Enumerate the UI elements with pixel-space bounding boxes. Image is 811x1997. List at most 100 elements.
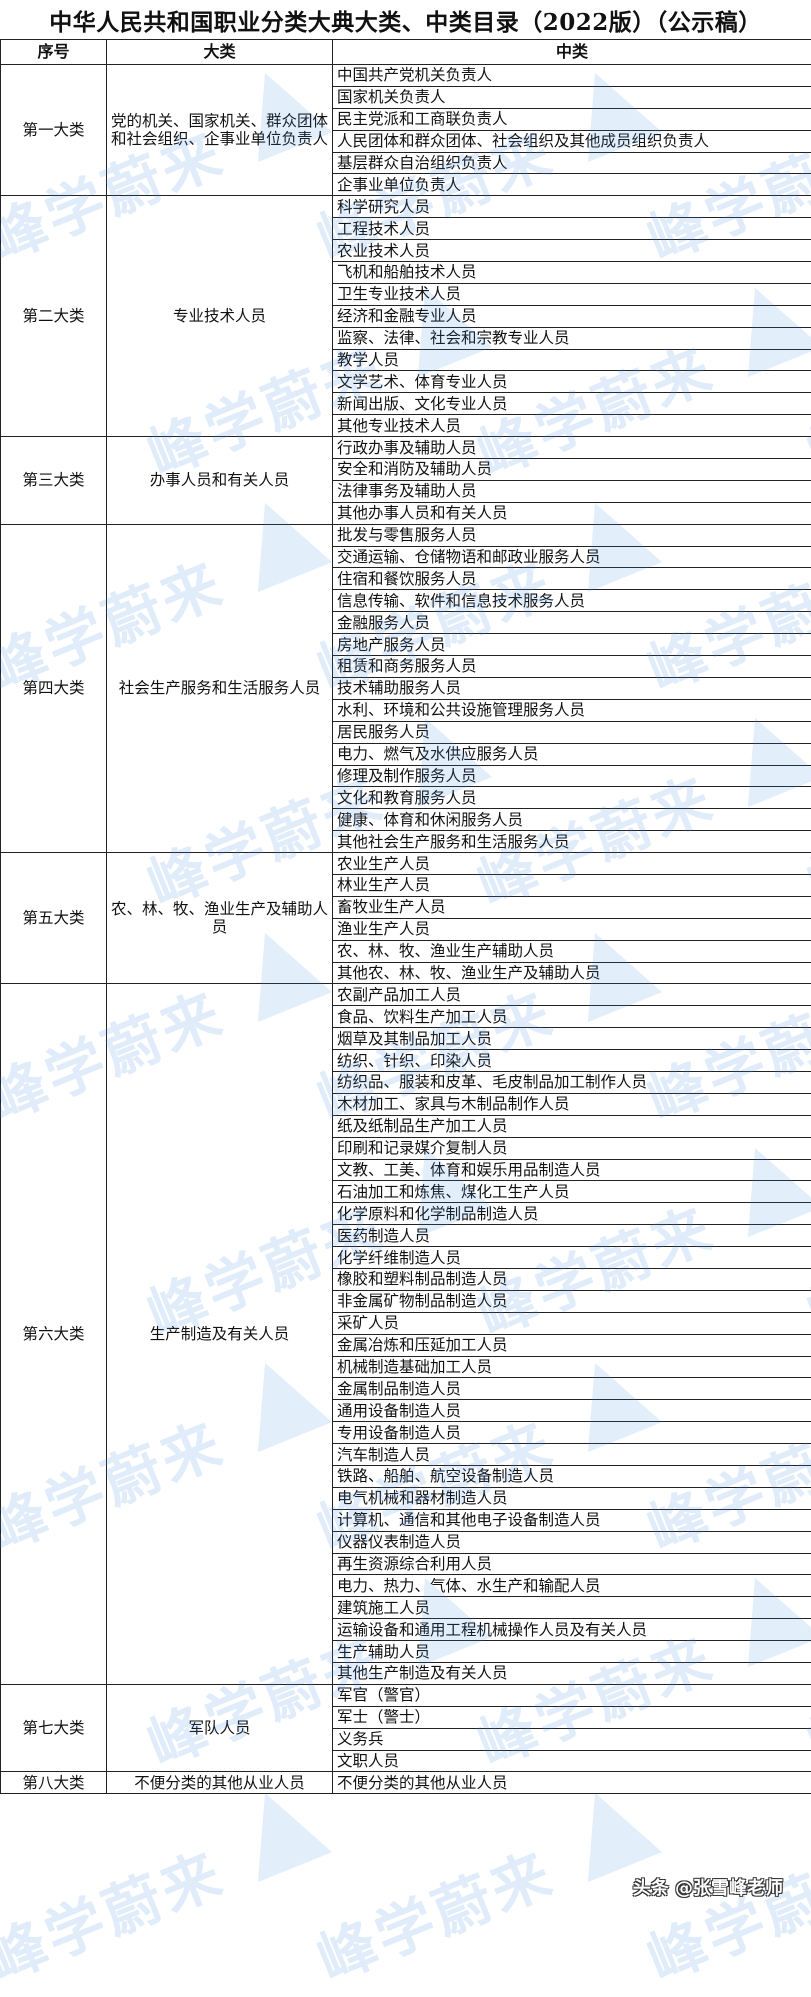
middle-category-name: 橡胶和塑料制品制造人员 [333,1268,811,1290]
middle-category-name: 企事业单位负责人 [333,174,811,196]
middle-category-name: 石油加工和炼焦、煤化工生产人员 [333,1181,811,1203]
middle-category-name: 畜牧业生产人员 [333,896,811,918]
middle-category-name: 其他农、林、牧、渔业生产及辅助人员 [333,962,811,984]
middle-category-name: 金属冶炼和压延加工人员 [333,1334,811,1356]
middle-category-name: 生产辅助人员 [333,1641,811,1663]
middle-category-name: 民主党派和工商联负责人 [333,108,811,130]
watermark-text: 峰学蔚来 [303,1827,564,1997]
middle-category-name: 文职人员 [333,1750,811,1772]
middle-category-name: 农、林、牧、渔业生产辅助人员 [333,940,811,962]
header-middle-category: 中类 [333,40,811,65]
table-row: 第七大类军队人员军官（警官） [1,1684,811,1706]
middle-category-name: 化学纤维制造人员 [333,1247,811,1269]
middle-category-name: 农业生产人员 [333,853,811,875]
middle-category-name: 林业生产人员 [333,874,811,896]
middle-category-name: 文化和教育服务人员 [333,787,811,809]
middle-category-name: 烟草及其制品加工人员 [333,1028,811,1050]
middle-category-name: 国家机关负责人 [333,86,811,108]
middle-category-name: 渔业生产人员 [333,918,811,940]
major-category-name: 军队人员 [107,1684,333,1772]
middle-category-name: 汽车制造人员 [333,1444,811,1466]
major-category-index: 第六大类 [1,984,107,1685]
middle-category-name: 通用设备制造人员 [333,1400,811,1422]
table-row: 第四大类社会生产服务和生活服务人员批发与零售服务人员 [1,524,811,546]
middle-category-name: 科学研究人员 [333,196,811,218]
middle-category-name: 卫生专业技术人员 [333,283,811,305]
major-category-index: 第一大类 [1,65,107,196]
middle-category-name: 专用设备制造人员 [333,1422,811,1444]
major-category-index: 第三大类 [1,437,107,525]
table-row: 第一大类党的机关、国家机关、群众团体和社会组织、企事业单位负责人中国共产党机关负… [1,65,811,87]
table-row: 第二大类专业技术人员科学研究人员 [1,196,811,218]
middle-category-name: 基层群众自治组织负责人 [333,152,811,174]
middle-category-name: 经济和金融专业人员 [333,305,811,327]
table-row: 第五大类农、林、牧、渔业生产及辅助人员农业生产人员 [1,853,811,875]
major-category-name: 生产制造及有关人员 [107,984,333,1685]
middle-category-name: 采矿人员 [333,1312,811,1334]
table-row: 第八大类不便分类的其他从业人员不便分类的其他从业人员 [1,1772,811,1794]
middle-category-name: 纺织品、服装和皮革、毛皮制品加工制作人员 [333,1071,811,1093]
major-category-name: 专业技术人员 [107,196,333,437]
major-category-index: 第七大类 [1,1684,107,1772]
major-category-name: 办事人员和有关人员 [107,437,333,525]
middle-category-name: 飞机和船舶技术人员 [333,262,811,284]
middle-category-name: 铁路、船舶、航空设备制造人员 [333,1466,811,1488]
middle-category-name: 其他生产制造及有关人员 [333,1663,811,1685]
middle-category-name: 房地产服务人员 [333,634,811,656]
middle-category-name: 信息传输、软件和信息技术服务人员 [333,590,811,612]
table-row: 第六大类生产制造及有关人员农副产品加工人员 [1,984,811,1006]
middle-category-name: 农副产品加工人员 [333,984,811,1006]
middle-category-name: 金属制品制造人员 [333,1378,811,1400]
watermark-text: 峰学蔚来 [0,1827,235,1997]
middle-category-name: 医药制造人员 [333,1225,811,1247]
middle-category-name: 人民团体和群众团体、社会组织及其他成员组织负责人 [333,130,811,152]
middle-category-name: 批发与零售服务人员 [333,524,811,546]
source-credit: 头条 @张雪峰老师 [633,1874,783,1900]
middle-category-name: 文教、工美、体育和娱乐用品制造人员 [333,1159,811,1181]
major-category-index: 第五大类 [1,853,107,984]
middle-category-name: 不便分类的其他从业人员 [333,1772,811,1794]
middle-category-name: 新闻出版、文化专业人员 [333,393,811,415]
major-category-name: 社会生产服务和生活服务人员 [107,524,333,852]
middle-category-name: 修理及制作服务人员 [333,765,811,787]
middle-category-name: 行政办事及辅助人员 [333,437,811,459]
middle-category-name: 食品、饮料生产加工人员 [333,1006,811,1028]
header-row: 序号 大类 中类 [1,40,811,65]
middle-category-name: 其他专业技术人员 [333,415,811,437]
major-category-name: 党的机关、国家机关、群众团体和社会组织、企事业单位负责人 [107,65,333,196]
middle-category-name: 住宿和餐饮服务人员 [333,568,811,590]
middle-category-name: 教学人员 [333,349,811,371]
middle-category-name: 金融服务人员 [333,612,811,634]
middle-category-name: 电力、燃气及水供应服务人员 [333,743,811,765]
table-body: 第一大类党的机关、国家机关、群众团体和社会组织、企事业单位负责人中国共产党机关负… [1,65,811,1794]
middle-category-name: 再生资源综合利用人员 [333,1553,811,1575]
middle-category-name: 仪器仪表制造人员 [333,1531,811,1553]
middle-category-name: 非金属矿物制品制造人员 [333,1290,811,1312]
middle-category-name: 工程技术人员 [333,218,811,240]
middle-category-name: 技术辅助服务人员 [333,677,811,699]
middle-category-name: 运输设备和通用工程机械操作人员及有关人员 [333,1619,811,1641]
major-category-index: 第二大类 [1,196,107,437]
middle-category-name: 电气机械和器材制造人员 [333,1487,811,1509]
middle-category-name: 法律事务及辅助人员 [333,480,811,502]
major-category-index: 第四大类 [1,524,107,852]
middle-category-name: 机械制造基础加工人员 [333,1356,811,1378]
middle-category-name: 纸及纸制品生产加工人员 [333,1115,811,1137]
middle-category-name: 安全和消防及辅助人员 [333,459,811,481]
middle-category-name: 居民服务人员 [333,721,811,743]
middle-category-name: 交通运输、仓储物语和邮政业服务人员 [333,546,811,568]
middle-category-name: 中国共产党机关负责人 [333,65,811,87]
major-category-index: 第八大类 [1,1772,107,1794]
major-category-name: 农、林、牧、渔业生产及辅助人员 [107,853,333,984]
middle-category-name: 监察、法律、社会和宗教专业人员 [333,327,811,349]
major-category-name: 不便分类的其他从业人员 [107,1772,333,1794]
middle-category-name: 军官（警官） [333,1684,811,1706]
header-major-category: 大类 [107,40,333,65]
middle-category-name: 文学艺术、体育专业人员 [333,371,811,393]
middle-category-name: 电力、热力、气体、水生产和输配人员 [333,1575,811,1597]
middle-category-name: 木材加工、家具与木制品制作人员 [333,1093,811,1115]
middle-category-name: 水利、环境和公共设施管理服务人员 [333,699,811,721]
middle-category-name: 军士（警士） [333,1706,811,1728]
middle-category-name: 纺织、针织、印染人员 [333,1050,811,1072]
middle-category-name: 租赁和商务服务人员 [333,656,811,678]
